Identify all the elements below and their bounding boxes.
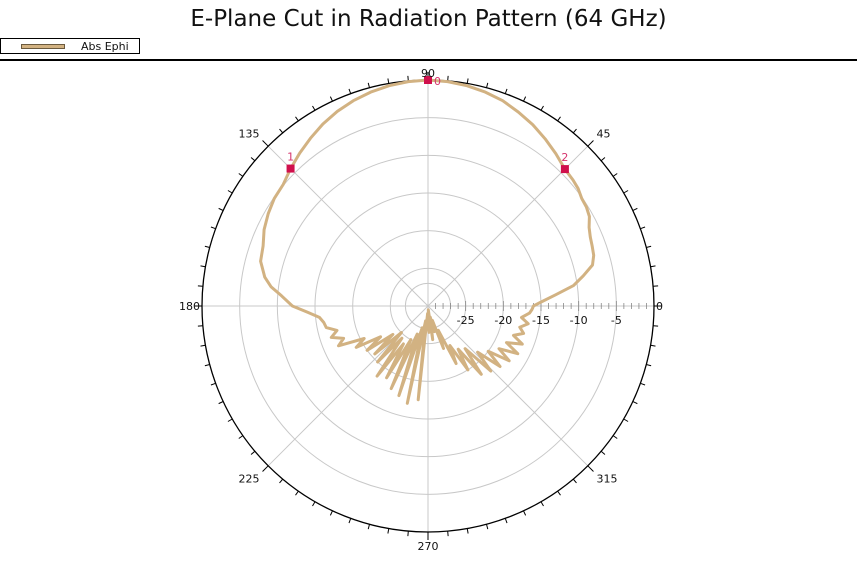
angle-tick-135 xyxy=(262,140,269,147)
angle-tick-290 xyxy=(504,518,508,524)
markers-layer: 0 1 2 xyxy=(286,75,569,174)
angle-tick-75 xyxy=(486,82,489,88)
legend-label-abs-ephi: Abs Ephi xyxy=(81,40,129,53)
angle-tick-255 xyxy=(367,524,370,530)
angle-tick-350 xyxy=(650,344,656,347)
radial-label--5: -5 xyxy=(611,314,622,327)
angle-tick-285 xyxy=(486,524,489,530)
marker-2 xyxy=(560,165,569,174)
trace-abs-ephi xyxy=(259,78,596,405)
radial-label--15: -15 xyxy=(532,314,550,327)
angle-tick-70 xyxy=(504,88,508,94)
labels-layer: 0 45 90 135 180 225 270 315 -25 -20 -15 -10 -5 xyxy=(179,67,663,553)
angle-tick-15 xyxy=(646,245,652,248)
angle-tick-280 xyxy=(466,528,469,534)
angle-tick-10 xyxy=(650,265,656,268)
marker-label-2: 2 xyxy=(561,151,568,164)
angle-tick-240 xyxy=(312,501,316,507)
angle-tick-160 xyxy=(210,226,216,230)
radial-label--25: -25 xyxy=(457,314,475,327)
angle-label-315: 315 xyxy=(597,473,618,486)
angle-tick-190 xyxy=(200,344,206,347)
angle-tick-215 xyxy=(238,435,244,439)
angle-tick-305 xyxy=(557,490,561,496)
chart-title: E-Plane Cut in Radiation Pattern (64 GHz… xyxy=(190,6,667,32)
grid-spoke-135 xyxy=(267,145,429,307)
angle-tick-100 xyxy=(387,78,390,84)
angle-tick-35 xyxy=(612,173,618,177)
legend: Abs Ephi xyxy=(0,38,140,54)
angle-tick-230 xyxy=(279,478,284,484)
angle-tick-200 xyxy=(210,382,216,386)
angle-tick-260 xyxy=(387,528,390,534)
trace-layer xyxy=(259,78,596,405)
angle-tick-145 xyxy=(238,173,244,177)
angle-tick-115 xyxy=(329,96,333,102)
marker-label-1: 1 xyxy=(287,151,294,164)
angle-tick-45 xyxy=(587,140,594,147)
grid-spoke-225 xyxy=(267,305,429,467)
angle-tick-60 xyxy=(540,105,544,111)
header-divider xyxy=(0,59,857,61)
marker-label-0: 0 xyxy=(434,75,441,88)
angle-tick-150 xyxy=(227,190,233,194)
angle-tick-140 xyxy=(250,157,256,162)
angle-tick-315 xyxy=(587,465,594,472)
angle-tick-120 xyxy=(312,105,316,111)
angle-tick-50 xyxy=(572,128,577,134)
angle-tick-105 xyxy=(367,82,370,88)
angle-tick-205 xyxy=(218,401,224,405)
angle-tick-335 xyxy=(632,401,638,405)
angle-tick-80 xyxy=(466,78,469,84)
angle-tick-55 xyxy=(557,116,561,122)
angle-label-45: 45 xyxy=(597,127,611,140)
angle-tick-125 xyxy=(295,116,299,122)
angle-tick-325 xyxy=(612,435,618,439)
angle-label-90: 90 xyxy=(421,67,435,80)
angle-tick-170 xyxy=(200,265,206,268)
angle-tick-220 xyxy=(250,450,256,455)
angle-tick-345 xyxy=(646,364,652,367)
marker-1 xyxy=(286,164,295,173)
angle-tick-110 xyxy=(348,88,352,94)
angle-tick-250 xyxy=(348,518,352,524)
angle-tick-320 xyxy=(600,450,606,455)
grid-spoke-315 xyxy=(427,305,589,467)
angle-tick-155 xyxy=(218,207,224,211)
angle-tick-25 xyxy=(632,207,638,211)
angle-tick-210 xyxy=(227,418,233,422)
radial-label--10: -10 xyxy=(570,314,588,327)
angle-tick-165 xyxy=(204,245,210,248)
angle-label-270: 270 xyxy=(418,540,439,553)
polar-ticks xyxy=(194,72,662,540)
angle-tick-30 xyxy=(623,190,629,194)
marker-0 xyxy=(424,76,432,84)
angle-tick-225 xyxy=(262,465,269,472)
angle-tick-20 xyxy=(640,226,646,230)
angle-tick-310 xyxy=(572,478,577,484)
angle-tick-295 xyxy=(523,510,527,516)
angle-tick-195 xyxy=(204,364,210,367)
angle-label-225: 225 xyxy=(238,473,259,486)
angle-label-0: 0 xyxy=(656,300,663,313)
angle-label-135: 135 xyxy=(238,127,259,140)
angle-tick-245 xyxy=(329,510,333,516)
legend-swatch xyxy=(21,44,65,49)
angle-label-180: 180 xyxy=(179,300,200,313)
angle-tick-300 xyxy=(540,501,544,507)
radial-label--20: -20 xyxy=(494,314,512,327)
angle-tick-40 xyxy=(600,157,606,162)
angle-tick-330 xyxy=(623,418,629,422)
angle-tick-130 xyxy=(279,128,284,134)
angle-tick-235 xyxy=(295,490,299,496)
angle-tick-340 xyxy=(640,382,646,386)
angle-tick-65 xyxy=(523,96,527,102)
